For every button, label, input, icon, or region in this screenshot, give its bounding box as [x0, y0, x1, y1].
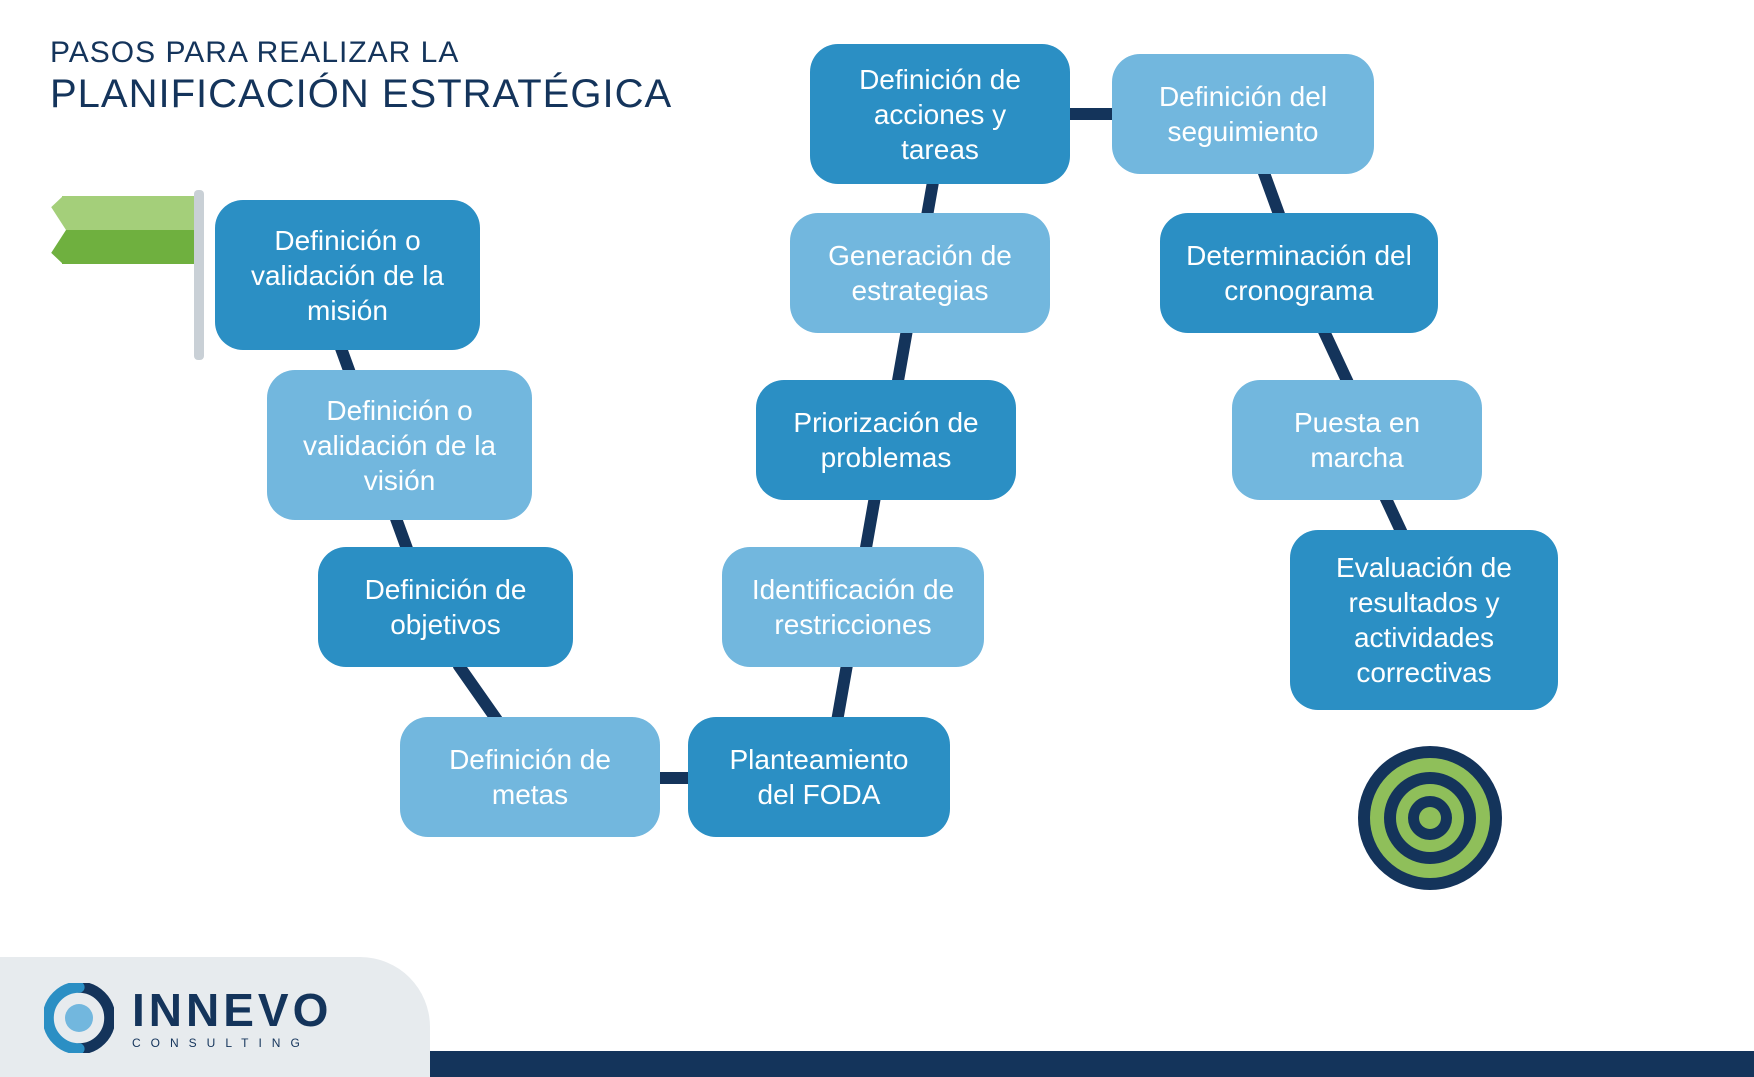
target-ring [1419, 807, 1441, 829]
title-line2: PLANIFICACIÓN ESTRATÉGICA [50, 72, 672, 117]
logo-text: INNEVO CONSULTING [132, 987, 332, 1049]
flow-node: Definición o validación de la misión [215, 200, 480, 350]
flow-node: Definición del seguimiento [1112, 54, 1374, 174]
flow-node: Definición de metas [400, 717, 660, 837]
flow-node: Determinación del cronograma [1160, 213, 1438, 333]
title-block: PASOS PARA REALIZAR LA PLANIFICACIÓN EST… [50, 36, 672, 117]
flag-icon [48, 190, 208, 360]
logo-sub: CONSULTING [132, 1037, 332, 1049]
flow-node: Definición de acciones y tareas [810, 44, 1070, 184]
flow-node: Planteamiento del FODA [688, 717, 950, 837]
flow-node: Generación de estrategias [790, 213, 1050, 333]
flow-node: Definición o validación de la visión [267, 370, 532, 520]
flow-node: Puesta en marcha [1232, 380, 1482, 500]
logo: INNEVO CONSULTING [44, 983, 332, 1053]
flow-node: Identificación de restricciones [722, 547, 984, 667]
logo-mark-icon [44, 983, 114, 1053]
logo-main: INNEVO [132, 987, 332, 1033]
title-line1: PASOS PARA REALIZAR LA [50, 36, 672, 70]
flow-node: Priorización de problemas [756, 380, 1016, 500]
diagram-canvas: PASOS PARA REALIZAR LA PLANIFICACIÓN EST… [0, 0, 1754, 1077]
flow-node: Definición de objetivos [318, 547, 573, 667]
flow-node: Evaluación de resultados y actividades c… [1290, 530, 1558, 710]
